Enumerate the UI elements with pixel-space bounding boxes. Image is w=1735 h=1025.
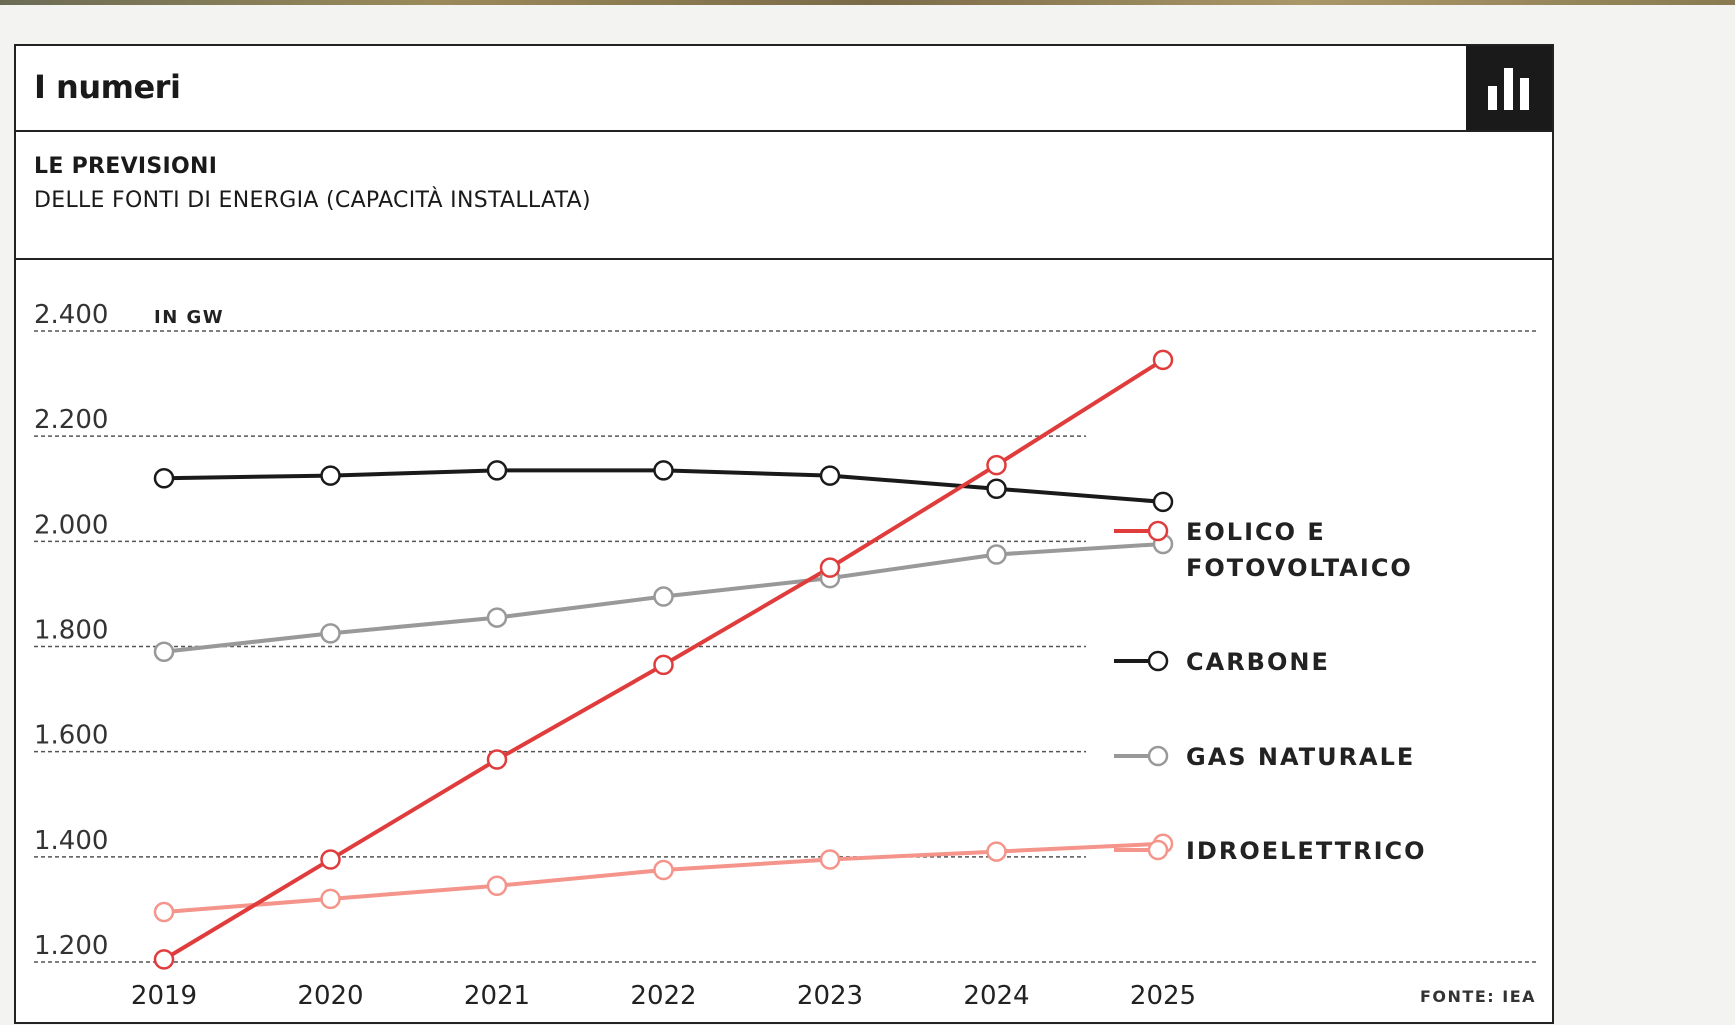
card-header: I numeri: [16, 46, 1552, 132]
chart-subheader: [16, 132, 1552, 260]
x-tick-label: 2022: [630, 981, 696, 1011]
data-point: [486, 749, 508, 770]
data-point: [653, 654, 674, 676]
card-title: I numeri: [34, 68, 181, 106]
infographic-card: I numeri LE PREVISIONI DELLE FONTI DI EN…: [14, 44, 1554, 1024]
y-tick-label: 2.200: [34, 405, 108, 435]
source-label: FONTE: IEA: [1420, 987, 1536, 1006]
data-point: [320, 888, 341, 910]
data-point: [653, 586, 674, 607]
data-point: [986, 841, 1007, 862]
data-point: [1152, 491, 1174, 513]
data-point: [153, 901, 175, 923]
data-point: [986, 544, 1007, 565]
data-point: [653, 859, 674, 881]
data-point: [819, 849, 841, 870]
data-point: [153, 949, 175, 970]
x-tick-label: 2019: [131, 981, 197, 1011]
legend-swatch-marker: [1147, 839, 1169, 861]
y-tick-label: 2.400: [34, 300, 108, 330]
y-tick-label: 1.200: [34, 931, 108, 961]
legend-label: FOTOVOLTAICO: [1186, 554, 1413, 582]
legend-label: GAS NATURALE: [1186, 743, 1415, 771]
legend-swatch-marker: [1147, 745, 1169, 767]
data-point: [320, 465, 341, 486]
data-point: [986, 454, 1007, 476]
bar-chart-icon[interactable]: [1466, 46, 1552, 130]
legend-label: EOLICO E: [1186, 518, 1326, 546]
x-tick-label: 2025: [1130, 981, 1196, 1011]
line-chart: 1.200 1.400 1.600 1.800 2.000 2.200 2.400 IN GW…: [34, 300, 1536, 1011]
data-point: [1152, 349, 1174, 371]
legend-label: CARBONE: [1186, 648, 1330, 676]
x-tick-label: 2021: [464, 981, 530, 1011]
data-point: [819, 557, 841, 578]
data-point: [153, 467, 175, 489]
y-tick-label: 2.000: [34, 510, 108, 540]
data-point: [486, 607, 508, 628]
data-point: [486, 460, 508, 481]
x-tick-label: 2020: [297, 981, 363, 1011]
data-point: [320, 623, 341, 644]
y-tick-label: 1.600: [34, 721, 108, 751]
chart-title: LE PREVISIONI: [34, 154, 218, 179]
y-tick-label: 1.800: [34, 616, 108, 646]
legend-swatch-marker: [1147, 520, 1169, 542]
unit-label: IN GW: [154, 307, 224, 328]
data-point: [819, 465, 841, 486]
data-point: [153, 641, 175, 663]
data-point: [653, 460, 674, 481]
top-image-strip: [0, 0, 1735, 5]
chart-subtitle: DELLE FONTI DI ENERGIA (CAPACITÀ INSTALL…: [34, 188, 591, 213]
legend-label: IDROELETTRICO: [1186, 837, 1427, 865]
data-point: [986, 478, 1007, 499]
legend-swatch-marker: [1147, 650, 1169, 672]
data-point: [320, 849, 341, 870]
data-point: [486, 875, 508, 897]
x-tick-label: 2024: [963, 981, 1029, 1011]
x-tick-label: 2023: [797, 981, 863, 1011]
y-tick-label: 1.400: [34, 826, 108, 856]
